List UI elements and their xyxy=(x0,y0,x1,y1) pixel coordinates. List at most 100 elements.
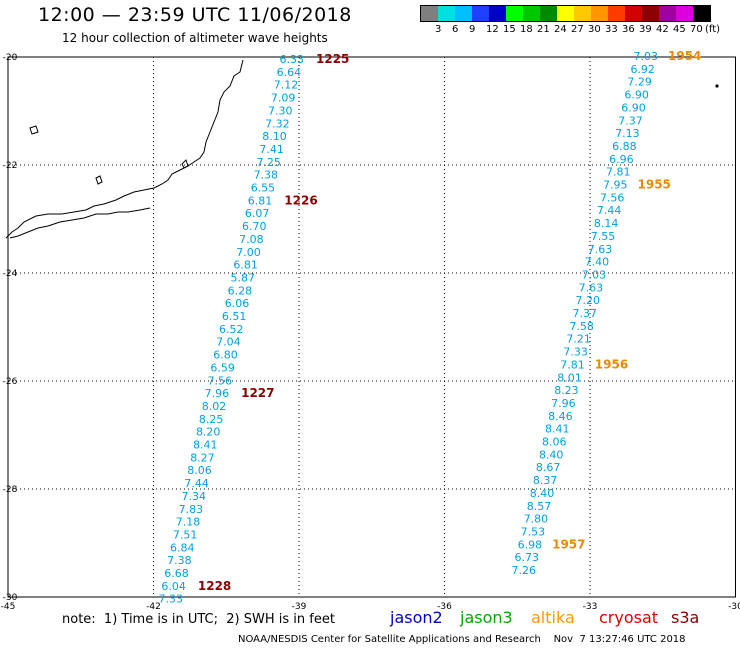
color-swatch xyxy=(438,6,455,21)
satellite-legend-altika: altika xyxy=(531,608,575,627)
satellite-pass-east: 7.036.927.296.906.907.377.136.886.967.81… xyxy=(512,49,702,577)
wave-height-value: 6.59 xyxy=(210,361,235,374)
wave-height-value: 7.38 xyxy=(254,169,279,182)
coastline-brazil xyxy=(5,59,244,239)
pass-time-label: 1228 xyxy=(198,579,231,593)
wave-height-value: 6.81 xyxy=(248,194,273,207)
satellite-legend-jason3: jason3 xyxy=(460,608,513,627)
wave-height-value: 7.13 xyxy=(615,127,640,140)
longitude-tick-label: -30 xyxy=(728,602,740,612)
color-scale-tick-label: 36 xyxy=(622,24,635,35)
wave-height-value: 6.04 xyxy=(161,580,186,593)
wave-height-value: 7.09 xyxy=(271,92,296,105)
wave-height-value: 6.06 xyxy=(225,297,250,310)
color-scale-tick-label: 3 xyxy=(435,24,442,35)
pass-time-label: 1956 xyxy=(595,357,628,371)
color-scale-tick-label: 33 xyxy=(605,24,618,35)
color-scale-tick-label: 12 xyxy=(486,24,499,35)
wave-height-value: 7.25 xyxy=(256,156,281,169)
latitude-tick-label: -20 xyxy=(3,53,18,63)
wave-height-value: 6.68 xyxy=(164,567,189,580)
wave-height-value: 6.88 xyxy=(612,140,637,153)
color-scale-tick-label: 39 xyxy=(639,24,652,35)
color-scale-tick-label: 15 xyxy=(503,24,516,35)
color-swatch xyxy=(608,6,625,21)
wave-height-value: 7.30 xyxy=(268,104,293,117)
color-scale-tick-label: 18 xyxy=(520,24,533,35)
wave-height-value: 6.96 xyxy=(609,153,634,166)
wave-height-value: 8.46 xyxy=(548,410,573,423)
color-scale-tick-label: 70 xyxy=(690,24,703,35)
wave-height-value: 6.70 xyxy=(242,220,267,233)
wave-height-value: 6.84 xyxy=(170,541,195,554)
wave-height-value: 6.80 xyxy=(213,349,238,362)
wave-height-value: 6.33 xyxy=(280,53,305,66)
longitude-tick-label: -33 xyxy=(583,602,598,612)
wave-height-value: 7.44 xyxy=(184,477,209,490)
color-scale-bar xyxy=(420,5,711,22)
footer-credit: NOAA/NESDIS Center for Satellite Applica… xyxy=(238,634,686,645)
wave-height-value: 6.90 xyxy=(621,101,646,114)
wave-height-value: 7.26 xyxy=(512,564,537,577)
wave-height-value: 7.96 xyxy=(205,387,230,400)
wave-height-value: 7.95 xyxy=(603,179,628,192)
wave-height-value: 6.51 xyxy=(222,310,247,323)
color-scale-labels: 3 6 9 12 15 18 21 24 27 30 33 36 39 42 45 70 (ft) xyxy=(420,22,720,36)
latitude-tick-label: -26 xyxy=(3,377,18,387)
latitude-tick-label: -22 xyxy=(3,161,18,171)
color-swatch xyxy=(574,6,591,21)
wave-height-value: 7.81 xyxy=(606,166,631,179)
satellite-pass-west: 6.336.647.127.097.307.328.107.417.257.38… xyxy=(159,52,350,606)
wave-height-value: 7.03 xyxy=(634,50,659,63)
map-frame xyxy=(7,56,736,598)
wave-height-value: 8.14 xyxy=(594,217,619,230)
satellite-legend-jason2: jason2 xyxy=(390,608,443,627)
wave-height-value: 7.32 xyxy=(265,117,290,130)
longitude-tick-label: -36 xyxy=(437,602,452,612)
wave-height-value: 7.44 xyxy=(597,204,622,217)
island-small xyxy=(29,125,39,135)
color-scale-tick-label: 42 xyxy=(656,24,669,35)
wave-height-value: 7.00 xyxy=(236,246,261,259)
coastline xyxy=(5,59,244,239)
wave-height-value: 7.37 xyxy=(573,307,598,320)
color-swatch xyxy=(642,6,659,21)
wave-height-value: 6.92 xyxy=(630,63,655,76)
wave-height-value: 7.18 xyxy=(176,516,201,529)
color-scale-tick-label: 45 xyxy=(673,24,686,35)
wave-height-value: 6.28 xyxy=(228,284,253,297)
color-scale-tick-label: 27 xyxy=(571,24,584,35)
latitude-tick-label: -24 xyxy=(3,269,18,279)
chart-subtitle: 12 hour collection of altimeter wave hei… xyxy=(62,31,328,45)
wave-height-value: 8.41 xyxy=(193,439,218,452)
color-scale-legend: 3 6 9 12 15 18 21 24 27 30 33 36 39 42 45 70 (ft) xyxy=(420,5,720,36)
footer-note: note: 1) Time is in UTC; 2) SWH is in fe… xyxy=(62,612,335,627)
wave-height-value: 7.33 xyxy=(563,346,588,359)
color-scale-tick-label: 9 xyxy=(469,24,476,35)
longitude-tick-label: -39 xyxy=(292,602,307,612)
color-swatch xyxy=(676,6,693,21)
color-swatch xyxy=(455,6,472,21)
wave-height-value: 7.40 xyxy=(585,256,610,269)
wave-height-value: 6.90 xyxy=(624,89,649,102)
satellite-legend-s3a: s3a xyxy=(671,608,700,627)
wave-height-value: 7.81 xyxy=(560,358,585,371)
pass-time-label: 1226 xyxy=(284,193,317,207)
wave-height-value: 8.40 xyxy=(539,448,564,461)
wave-height-value: 6.55 xyxy=(251,182,276,195)
coastline-bay xyxy=(9,207,151,239)
wave-height-value: 8.41 xyxy=(545,423,570,436)
wave-height-value: 7.56 xyxy=(600,191,625,204)
axis-tick-labels: -45 -42 -39 -36 -33 -30 -20 -22 -24 -26 -28 -30 xyxy=(1,53,740,612)
coastline-inlet xyxy=(181,159,189,169)
color-scale-tick-label: 24 xyxy=(554,24,567,35)
color-swatch xyxy=(693,6,710,21)
wave-height-value: 6.98 xyxy=(518,538,543,551)
color-swatch xyxy=(591,6,608,21)
wave-height-value: 7.29 xyxy=(627,76,652,89)
color-swatch xyxy=(489,6,506,21)
pass-time-label: 1954 xyxy=(668,49,701,63)
wave-height-value: 7.63 xyxy=(579,281,604,294)
wave-height-value: 7.37 xyxy=(618,114,643,127)
